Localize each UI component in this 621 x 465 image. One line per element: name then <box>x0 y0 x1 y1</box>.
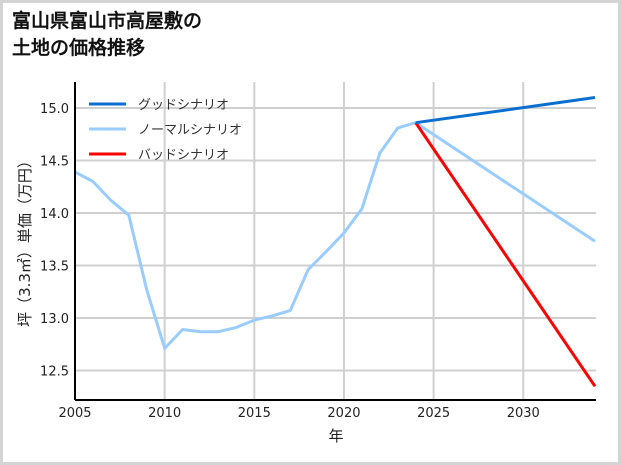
x-tick-labels: 2005 2010 2015 2020 2025 2030 <box>58 406 539 421</box>
y-tick-labels: 15.0 14.5 14.0 13.5 13.0 12.5 <box>40 102 69 380</box>
x-axis-label: 年 <box>328 427 343 445</box>
y-tick-label: 13.0 <box>40 312 69 327</box>
x-tick-label: 2030 <box>507 406 540 421</box>
chart-title: 富山県富山市高屋敷の 土地の価格推移 <box>12 8 202 62</box>
title-line-2: 土地の価格推移 <box>12 37 146 59</box>
x-tick-label: 2010 <box>148 406 181 421</box>
legend-label: ノーマルシナリオ <box>138 123 242 138</box>
x-tick-label: 2015 <box>238 406 271 421</box>
y-tick-label: 13.5 <box>40 260 69 275</box>
data-series <box>74 96 597 388</box>
axis-spines <box>74 82 596 401</box>
y-tick-label: 14.5 <box>40 155 69 170</box>
title-line-1: 富山県富山市高屋敷の <box>12 10 203 32</box>
legend-label: グッドシナリオ <box>138 98 229 113</box>
x-tick-label: 2020 <box>327 406 360 421</box>
x-tick-label: 2005 <box>58 406 91 421</box>
x-tick-label: 2025 <box>417 406 450 421</box>
grid-lines <box>75 82 596 400</box>
y-tick-label: 12.5 <box>40 365 69 380</box>
y-tick-label: 14.0 <box>40 207 69 222</box>
series-line <box>415 96 596 125</box>
series-line <box>414 121 597 388</box>
series-line <box>74 121 417 350</box>
legend-label: バッドシナリオ <box>138 148 229 163</box>
series-line <box>414 121 596 243</box>
y-tick-label: 15.0 <box>40 102 69 117</box>
y-axis-label: 坪（3.3㎡）単価（万円） <box>16 153 34 327</box>
